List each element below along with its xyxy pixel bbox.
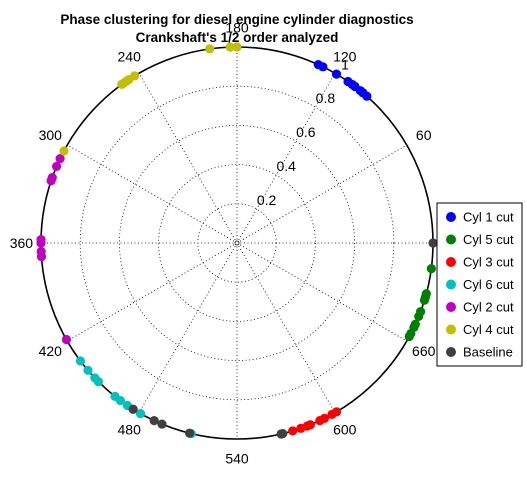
grid-spoke bbox=[236, 73, 336, 244]
data-point bbox=[404, 331, 414, 342]
data-point bbox=[93, 376, 104, 387]
data-points bbox=[36, 42, 438, 439]
legend-label: Cyl 5 cut bbox=[463, 232, 514, 247]
legend-marker bbox=[446, 347, 456, 357]
data-point bbox=[319, 413, 330, 424]
data-point bbox=[51, 161, 62, 172]
tick-labels: 60 120 180 240 300 360 420 480 540 600 660 0.2 0.4 0.… bbox=[10, 19, 436, 466]
grid-ring bbox=[119, 125, 355, 361]
data-point bbox=[428, 238, 438, 248]
angle-tick-label: 60 bbox=[416, 127, 432, 143]
data-point bbox=[184, 428, 195, 438]
legend-label: Cyl 2 cut bbox=[463, 300, 514, 315]
radius-tick-label: 0.8 bbox=[316, 90, 336, 106]
angle-tick-label: 120 bbox=[333, 48, 357, 64]
legend-marker bbox=[446, 279, 456, 290]
grid-spoke bbox=[138, 73, 238, 244]
data-point bbox=[331, 407, 342, 417]
angle-tick-label: 660 bbox=[412, 343, 436, 359]
grid-spoke bbox=[236, 242, 336, 413]
grid-spoke bbox=[138, 242, 238, 413]
angle-tick-label: 540 bbox=[225, 451, 249, 467]
data-point bbox=[278, 428, 288, 439]
data-point bbox=[305, 420, 316, 430]
angle-tick-label: 180 bbox=[225, 19, 249, 35]
data-point bbox=[232, 42, 242, 52]
legend-marker bbox=[446, 257, 456, 267]
legend-label: Cyl 6 cut bbox=[463, 277, 514, 292]
grid-ring bbox=[79, 85, 395, 401]
legend-marker bbox=[446, 324, 456, 335]
angle-tick-label: 360 bbox=[10, 235, 34, 251]
data-point bbox=[55, 154, 65, 164]
data-point bbox=[59, 146, 69, 156]
legend-label: Cyl 4 cut bbox=[463, 322, 514, 337]
radius-tick-label: 1 bbox=[341, 56, 349, 72]
data-point bbox=[225, 42, 235, 52]
data-point bbox=[331, 69, 342, 79]
radius-tick-label: 0.2 bbox=[257, 192, 277, 208]
data-point bbox=[426, 263, 436, 274]
legend-label: Baseline bbox=[463, 345, 513, 360]
data-point bbox=[75, 356, 86, 366]
data-point bbox=[149, 416, 159, 426]
radius-tick-label: 0.4 bbox=[276, 158, 296, 174]
chart-title: Phase clustering for diesel engine cylin… bbox=[60, 12, 413, 27]
legend-label: Cyl 1 cut bbox=[463, 210, 514, 225]
data-point bbox=[343, 76, 353, 87]
data-point bbox=[36, 238, 46, 248]
data-point bbox=[115, 395, 126, 406]
data-point bbox=[117, 79, 127, 90]
chart-subtitle: Crankshaft's 1/2 order analyzed bbox=[136, 30, 339, 45]
legend-label: Cyl 3 cut bbox=[463, 255, 514, 270]
data-point bbox=[61, 334, 72, 345]
legend-marker bbox=[446, 212, 456, 222]
angle-tick-label: 600 bbox=[333, 422, 357, 438]
data-point bbox=[205, 44, 215, 54]
legend: Cyl 1 cut Cyl 5 cut Cyl 3 cut Cyl 6 cut Cyl … bbox=[436, 202, 523, 367]
data-point bbox=[46, 176, 56, 186]
angle-tick-label: 420 bbox=[39, 343, 63, 359]
data-point bbox=[83, 365, 93, 375]
grid-ring bbox=[158, 164, 316, 322]
angle-tick-label: 300 bbox=[39, 127, 63, 143]
data-point bbox=[288, 426, 298, 436]
data-point bbox=[135, 408, 146, 419]
data-point bbox=[414, 311, 424, 322]
data-point bbox=[128, 404, 138, 414]
data-point bbox=[36, 252, 47, 262]
grid-spoke bbox=[236, 144, 407, 244]
center-marker bbox=[234, 240, 240, 246]
angle-tick-label: 240 bbox=[118, 48, 142, 64]
data-point bbox=[157, 419, 167, 429]
legend-marker bbox=[446, 302, 456, 312]
grid-spoke bbox=[67, 144, 238, 244]
radius-tick-label: 0.6 bbox=[296, 124, 316, 140]
data-point bbox=[313, 60, 323, 70]
grid-spoke bbox=[67, 242, 238, 342]
angle-tick-label: 480 bbox=[118, 422, 142, 438]
data-point bbox=[419, 295, 430, 305]
legend-marker bbox=[446, 234, 456, 245]
grid-spoke bbox=[236, 242, 407, 342]
